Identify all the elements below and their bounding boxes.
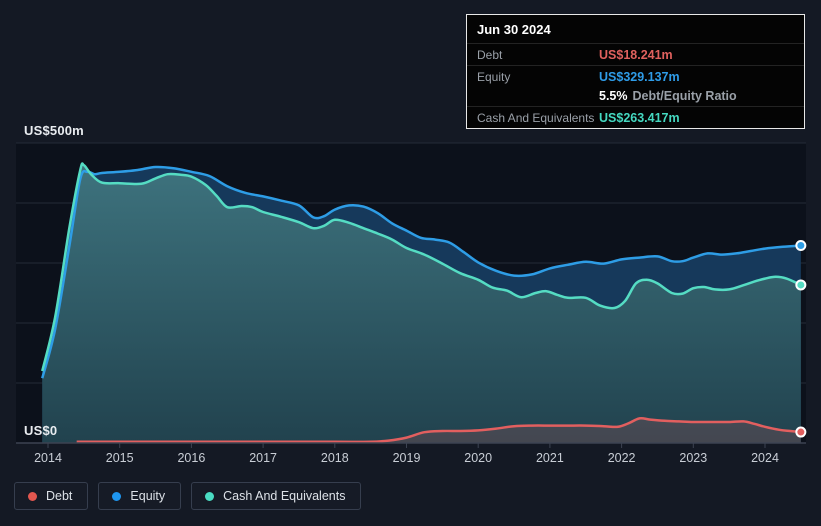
x-tick-label-2021: 2021 <box>536 451 564 465</box>
legend-equity-label: Equity <box>130 489 166 503</box>
tooltip-debt-label: Debt <box>477 47 503 62</box>
legend-item-equity[interactable]: Equity <box>98 482 182 510</box>
x-tick-label-2019: 2019 <box>393 451 421 465</box>
debt-line <box>76 417 801 444</box>
tooltip-cash-row: Cash And Equivalents US$263.417m <box>467 106 804 128</box>
debt-area <box>76 418 801 443</box>
y-axis-max-label: US$500m <box>24 123 84 138</box>
cash-area <box>42 163 801 443</box>
tooltip-ratio-label: Debt/Equity Ratio <box>632 88 737 103</box>
tooltip-cash-label: Cash And Equivalents <box>477 110 595 125</box>
x-tick-label-2024: 2024 <box>751 451 779 465</box>
equity-end-marker[interactable] <box>795 240 807 252</box>
tooltip-equity-label: Equity <box>477 69 511 84</box>
tooltip-ratio-value: 5.5% <box>599 88 628 103</box>
tooltip-debt-value: US$18.241m <box>599 47 673 62</box>
legend-item-cash[interactable]: Cash And Equivalents <box>191 482 362 510</box>
tooltip-debt-row: Debt US$18.241m <box>467 43 804 65</box>
x-tick-label-2015: 2015 <box>106 451 134 465</box>
cash-and-equivalents-end-marker[interactable] <box>795 279 807 291</box>
debt-end-marker[interactable] <box>795 426 807 438</box>
x-tick-label-2016: 2016 <box>177 451 205 465</box>
x-tick-label-2020: 2020 <box>464 451 492 465</box>
tooltip-ratio-row: 5.5% Debt/Equity Ratio <box>467 87 804 106</box>
x-tick-label-2023: 2023 <box>679 451 707 465</box>
equity-dot-icon <box>112 491 122 501</box>
y-axis-zero-label: US$0 <box>24 423 58 438</box>
chart-plot-area[interactable]: 2014 2015 2016 2017 2018 2019 2020 2021 2022 2023… <box>0 0 821 478</box>
chart-legend: Debt Equity Cash And Equivalents <box>14 482 362 510</box>
tooltip-equity-value: US$329.137m <box>599 69 680 84</box>
x-tick-label-2014: 2014 <box>34 451 62 465</box>
legend-item-debt[interactable]: Debt <box>14 482 89 510</box>
tooltip-equity-row: Equity US$329.137m <box>467 65 804 87</box>
x-tick-label-2017: 2017 <box>249 451 277 465</box>
cash-line <box>41 162 802 372</box>
cash-dot-icon <box>205 491 215 501</box>
tooltip-cash-value: US$263.417m <box>599 110 680 125</box>
tooltip-date: Jun 30 2024 <box>477 22 551 37</box>
debt-dot-icon <box>28 491 37 501</box>
chart-tooltip: Jun 30 2024 Debt US$18.241m Equity US$32… <box>466 14 805 129</box>
legend-debt-label: Debt <box>46 489 73 503</box>
equity-line <box>41 165 801 379</box>
x-tick-label-2022: 2022 <box>608 451 636 465</box>
x-tick-label-2018: 2018 <box>321 451 349 465</box>
legend-cash-label: Cash And Equivalents <box>223 489 346 503</box>
